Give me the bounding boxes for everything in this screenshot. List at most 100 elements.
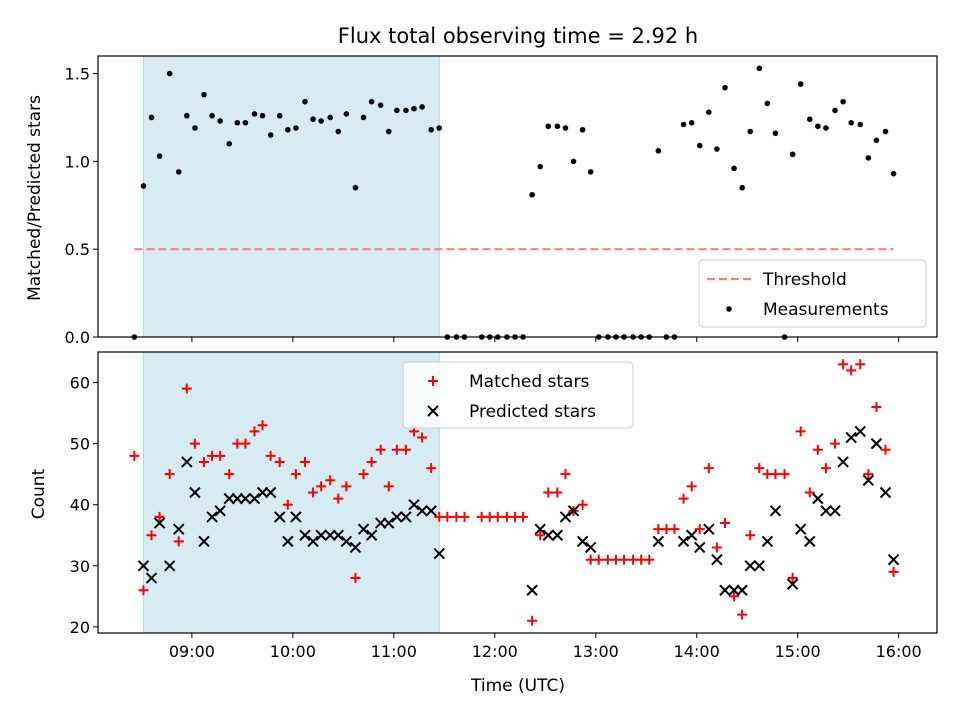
measurement-point	[789, 151, 796, 158]
legend-label: Predicted stars	[469, 402, 596, 422]
matched-point	[215, 450, 226, 461]
matched-point	[812, 444, 823, 455]
predicted-point	[753, 560, 766, 572]
measurement-point	[722, 84, 728, 91]
matched-point	[282, 499, 293, 510]
matched-point	[754, 463, 765, 474]
matched-point	[154, 511, 165, 522]
predicted-point	[425, 505, 437, 517]
measurement-point	[823, 125, 829, 131]
x-tick-label: 15:00	[775, 642, 821, 661]
predicted-point	[567, 505, 580, 517]
x-tick-label: 09:00	[169, 642, 215, 661]
matched-point	[265, 450, 276, 461]
x-tick-label: 16:00	[876, 642, 922, 661]
measurement-point	[140, 183, 147, 189]
measurement-point	[562, 125, 569, 131]
measurement-point	[857, 121, 864, 128]
measurement-point	[545, 123, 552, 130]
matched-point	[838, 359, 849, 370]
predicted-point	[239, 492, 252, 505]
y-tick-label: 0.0	[65, 328, 90, 347]
matched-point	[703, 463, 714, 474]
predicted-point	[332, 529, 344, 541]
predicted-point	[870, 437, 883, 450]
matched-point	[249, 426, 260, 437]
matched-point	[678, 493, 689, 504]
matched-point	[770, 469, 781, 480]
measurement-point	[377, 102, 384, 108]
measurement-point	[385, 128, 392, 135]
matched-point	[316, 481, 327, 492]
matched-point	[830, 438, 841, 449]
legend-matched-swatch	[428, 376, 438, 386]
predicted-point	[794, 523, 807, 535]
matched-point	[308, 487, 319, 498]
predicted-point	[274, 511, 286, 523]
bottom-y-axis-label: Count	[29, 468, 49, 519]
measurement-point	[251, 111, 258, 117]
legend-predicted-swatch	[427, 405, 439, 417]
observing-span-shade	[142, 55, 440, 338]
predicted-point	[137, 560, 150, 572]
matched-point	[535, 530, 546, 541]
matched-point	[442, 511, 453, 522]
matched-point	[417, 432, 428, 443]
matched-point	[779, 469, 790, 480]
matched-point	[560, 469, 571, 480]
matched-point	[257, 420, 268, 431]
predicted-point	[677, 535, 690, 548]
legend-box	[402, 361, 634, 429]
matched-point	[644, 554, 655, 565]
measurement-point	[873, 137, 880, 144]
measurement-point	[747, 128, 754, 135]
measurement-point	[192, 125, 198, 131]
measurement-point	[832, 107, 838, 114]
matched-point	[820, 463, 831, 474]
measurement-point	[411, 105, 417, 112]
measurement-point	[706, 109, 712, 115]
top-plot-panel: 0.0 0.5 1.0 1.5 Threshold Measurements	[65, 55, 938, 347]
matched-point	[711, 542, 722, 553]
measurement-point	[310, 116, 316, 123]
measurement-point	[360, 114, 367, 121]
legend-measurement-swatch	[726, 306, 732, 312]
predicted-point	[652, 535, 665, 548]
measurement-point	[234, 119, 241, 126]
predicted-point	[711, 553, 723, 566]
measurement-point	[403, 107, 409, 114]
measurement-point	[764, 100, 771, 107]
measurement-point	[293, 125, 299, 131]
predicted-point	[786, 578, 799, 590]
x-tick-label: 14:00	[674, 642, 720, 661]
predicted-point	[694, 541, 706, 554]
matched-point	[745, 530, 756, 541]
measurement-point	[688, 119, 695, 126]
measurement-point	[285, 126, 291, 133]
matched-point	[694, 524, 705, 535]
measurement-point	[587, 169, 594, 175]
y-tick-label: 1.5	[65, 65, 90, 84]
legend-label: Threshold	[762, 270, 847, 290]
measurement-point	[731, 165, 737, 172]
predicted-point	[181, 456, 193, 468]
predicted-point	[189, 486, 201, 499]
matched-point	[358, 469, 369, 480]
bottom-plot-panel: 20 30 40 50 60 09:00 10:00 11:00 12:00 13:00 14:00…	[70, 351, 938, 661]
legend-label: Matched stars	[469, 372, 589, 392]
predicted-point	[744, 560, 756, 572]
measurement-point	[890, 170, 897, 177]
y-tick-label: 40	[70, 496, 90, 515]
predicted-point	[433, 547, 445, 560]
observing-span-shade	[142, 351, 440, 634]
predicted-point	[416, 505, 428, 517]
matched-point	[518, 511, 529, 522]
predicted-point	[576, 535, 589, 548]
predicted-point	[769, 505, 782, 517]
matched-point	[224, 469, 235, 480]
measurement-point	[739, 184, 745, 191]
matched-point	[729, 591, 740, 602]
matched-point	[543, 487, 554, 498]
x-tick-label: 12:00	[472, 642, 518, 661]
legend-box	[698, 259, 927, 328]
